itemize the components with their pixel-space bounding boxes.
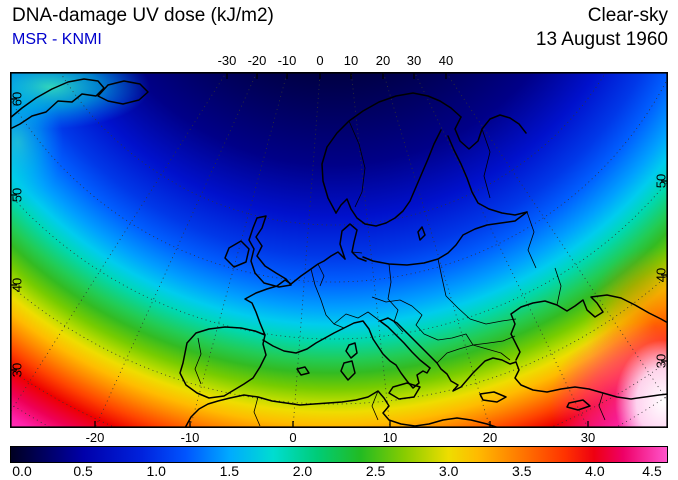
colorbar [10,446,668,463]
figure-condition: Clear-sky [587,5,668,26]
lon-tick-bottom: 10 [382,430,398,445]
lon-tick-bottom: -20 [85,430,105,445]
figure-source: MSR - KNMI [12,31,102,48]
lon-tick-top: 20 [375,53,391,68]
lon-tick-top: 0 [316,53,324,68]
lon-tick-top: -10 [277,53,297,68]
lon-tick-bottom: 30 [580,430,596,445]
country-borders [194,120,606,427]
lon-tick-top: -30 [217,53,237,68]
sahara-white-patch [615,340,668,428]
lon-tick-bottom: 20 [482,430,498,445]
figure-date: 13 August 1960 [535,29,668,50]
graticule [10,72,668,428]
lat-tick-right: 40 [653,267,669,283]
lon-tick-top: 10 [343,53,359,68]
lat-tick-right: 30 [653,353,669,369]
lat-tick-left: 60 [9,91,25,107]
lon-tick-top: -20 [247,53,267,68]
lon-tick-top: 30 [406,53,422,68]
lat-tick-left: 30 [9,362,25,378]
colorbar-tick-label: 3.5 [512,463,532,479]
coastlines [10,78,668,428]
colorbar-tick-label: 3.0 [438,463,459,479]
lon-tick-bottom: 0 [289,430,297,445]
lon-tick-bottom: -10 [180,430,200,445]
map-frame [10,72,668,428]
colorbar-tick-label: 2.0 [292,463,313,479]
colorbar-tick-label: 1.5 [219,463,240,479]
colorbar-tick-label: 4.5 [642,463,662,479]
lat-tick-left: 50 [9,187,25,203]
colorbar-tick-label: 0.0 [12,463,32,479]
figure-title: DNA-damage UV dose (kJ/m2) [12,5,274,26]
lon-tick-top: 40 [438,53,454,68]
lat-tick-left: 40 [9,277,25,293]
colorbar-tick-label: 1.0 [146,463,166,479]
colorbar-tick-label: 2.5 [365,463,386,479]
colorbar-tick-label: 4.0 [585,463,605,479]
lat-tick-right: 50 [653,173,669,189]
colorbar-tick-label: 0.5 [73,463,93,479]
europe-uv-map [10,72,668,428]
